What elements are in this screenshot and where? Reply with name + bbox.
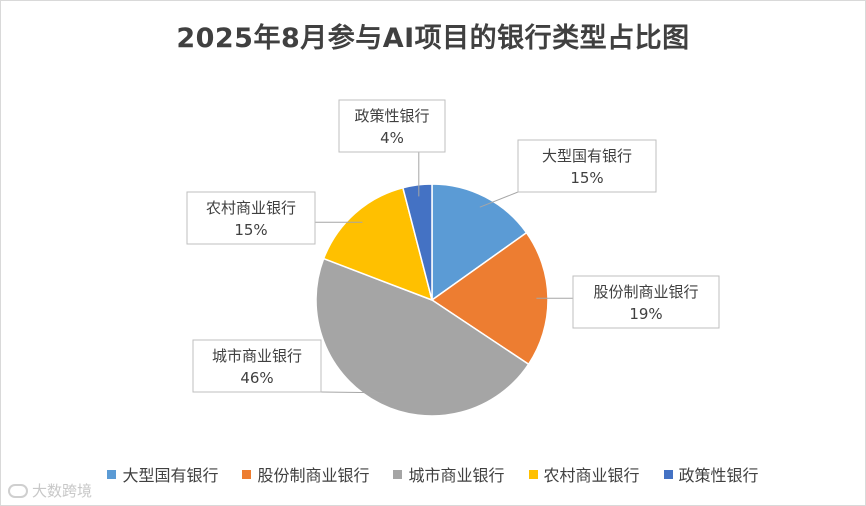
chart-title: 2025年8月参与AI项目的银行类型占比图 bbox=[176, 23, 690, 54]
legend-item-5: 政策性银行 bbox=[663, 462, 759, 486]
callout-percent-2: 19% bbox=[629, 305, 662, 323]
legend-label-3: 城市商业银行 bbox=[408, 466, 505, 485]
legend-item-2: 股份制商业银行 bbox=[242, 462, 369, 486]
callout-box-2 bbox=[572, 275, 720, 329]
pie-slice-4 bbox=[322, 186, 434, 302]
callout-box-4 bbox=[186, 191, 316, 245]
legend-item-4: 农村商业银行 bbox=[528, 462, 640, 486]
pie-slice-5 bbox=[401, 183, 433, 301]
legend-label-5: 政策性银行 bbox=[678, 466, 759, 485]
legend-label-1: 大型国有银行 bbox=[122, 466, 219, 485]
watermark-text: 大数跨境 bbox=[32, 482, 93, 500]
callout-category-1: 大型国有银行 bbox=[542, 147, 632, 165]
callout-box-5 bbox=[338, 99, 446, 153]
legend: 大型国有银行 股份制商业银行 城市商业银行 农村商业银行 政策性银行 bbox=[0, 462, 866, 486]
pie-slice-3 bbox=[315, 257, 530, 417]
legend-item-1: 大型国有银行 bbox=[107, 462, 218, 486]
legend-swatch-1 bbox=[107, 469, 117, 479]
watermark: 大数跨境 bbox=[8, 480, 92, 501]
legend-swatch-4 bbox=[528, 469, 538, 479]
callout-category-3: 城市商业银行 bbox=[212, 347, 302, 365]
legend-label-2: 股份制商业银行 bbox=[257, 466, 370, 485]
callout-box-3 bbox=[192, 339, 322, 393]
callout-category-2: 股份制商业银行 bbox=[593, 283, 698, 301]
legend-swatch-5 bbox=[663, 469, 673, 479]
legend-swatch-3 bbox=[393, 469, 403, 479]
callout-category-5: 政策性银行 bbox=[354, 107, 429, 125]
callout-percent-1: 15% bbox=[570, 169, 603, 187]
legend-label-4: 农村商业银行 bbox=[543, 466, 640, 485]
callout-box-1 bbox=[517, 139, 657, 193]
callout-percent-5: 4% bbox=[380, 129, 404, 147]
callout-percent-3: 46% bbox=[240, 369, 273, 387]
legend-swatch-2 bbox=[242, 469, 252, 479]
legend-item-3: 城市商业银行 bbox=[393, 462, 505, 486]
leader-line-3 bbox=[320, 391, 385, 394]
callout-category-4: 农村商业银行 bbox=[206, 199, 296, 217]
pie-slice-1 bbox=[431, 183, 528, 302]
leader-line-1 bbox=[479, 191, 519, 208]
callout-percent-4: 15% bbox=[234, 221, 267, 239]
watermark-logo-icon bbox=[8, 483, 28, 498]
